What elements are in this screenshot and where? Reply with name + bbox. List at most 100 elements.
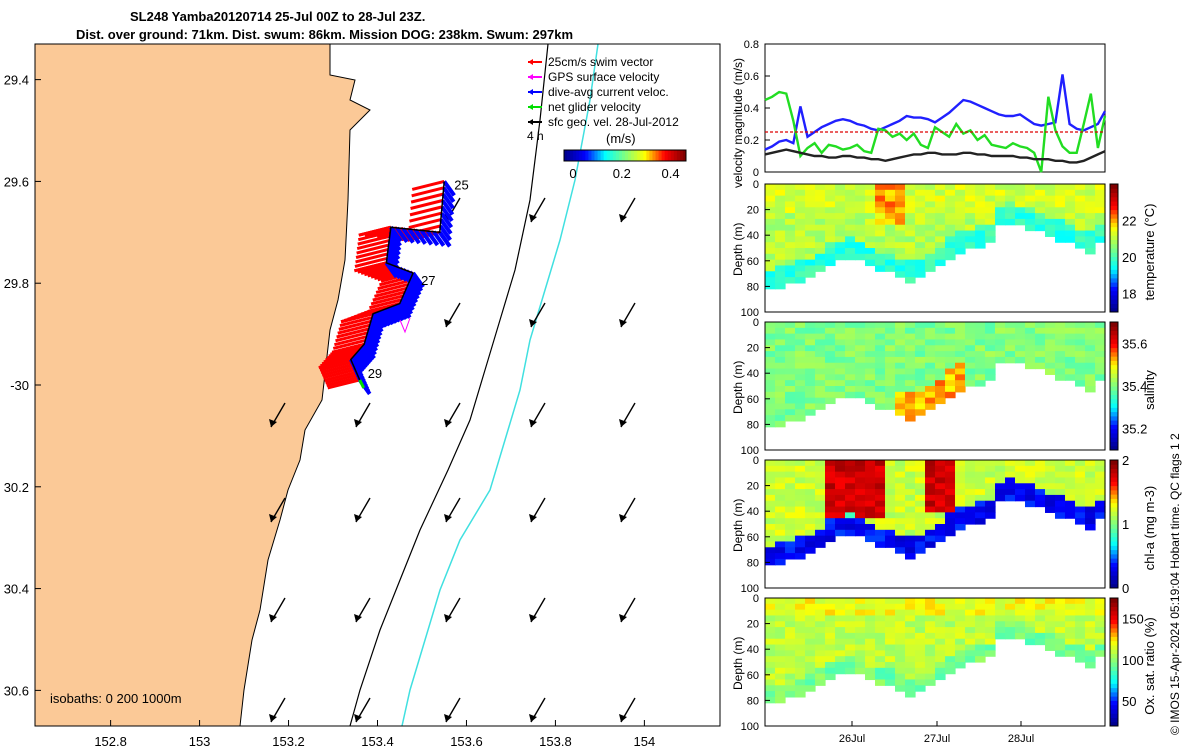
current-vector <box>408 279 422 296</box>
section-cell <box>985 471 996 479</box>
section-cell <box>925 345 936 352</box>
section-cell <box>955 248 966 255</box>
section-cell <box>1085 351 1096 358</box>
section-cell <box>795 489 806 496</box>
section-cell <box>985 460 996 467</box>
section-cell <box>1015 603 1026 611</box>
section-cell <box>795 201 806 208</box>
section-cell <box>885 650 896 657</box>
section-cell <box>815 662 826 669</box>
section-y-tick-label: 20 <box>747 343 759 355</box>
section-cell <box>965 627 976 634</box>
section-cell <box>885 603 896 611</box>
section-cell <box>1085 236 1096 243</box>
section-colorbar-tick-label: 18 <box>1122 287 1136 302</box>
colorbar-cell <box>649 150 653 161</box>
section-cell <box>965 609 976 617</box>
section-cell <box>865 621 876 628</box>
section-cell <box>925 248 936 255</box>
current-vector <box>398 302 412 319</box>
section-cell <box>965 339 976 346</box>
section-cell <box>765 679 776 686</box>
section-cell <box>855 327 866 335</box>
section-cell <box>815 230 826 237</box>
section-cell <box>765 621 776 628</box>
section-cell <box>1025 333 1036 341</box>
section-cell <box>865 189 876 197</box>
section-cell <box>845 615 856 622</box>
section-cell <box>1065 218 1076 226</box>
section-cell <box>995 632 1006 640</box>
section-cell <box>895 656 906 663</box>
section-cell <box>875 627 886 634</box>
section-cell <box>1095 506 1106 513</box>
section-cell <box>1045 489 1056 496</box>
section-cell <box>825 512 836 519</box>
section-cell <box>925 644 936 651</box>
section-cell <box>775 277 786 284</box>
section-cell <box>905 500 916 508</box>
section-cell <box>1075 650 1086 657</box>
section-cell <box>825 471 836 479</box>
section-colorbar-cell <box>1110 252 1118 258</box>
section-cell <box>835 494 846 502</box>
section-cell <box>945 189 956 197</box>
section-cell <box>935 345 946 352</box>
section-cell <box>775 253 786 261</box>
section-cell <box>985 195 996 203</box>
section-colorbar-cell <box>1110 653 1118 659</box>
section-cell <box>815 512 826 519</box>
section-cell <box>795 213 806 220</box>
section-cell <box>835 218 846 226</box>
section-cell <box>765 380 776 387</box>
legend-label: net glider velocity <box>548 100 641 114</box>
section-cell <box>955 609 966 617</box>
section-colorbar-cell <box>1110 575 1118 580</box>
section-cell <box>985 345 996 352</box>
colorbar-cell <box>661 150 666 161</box>
section-colorbar-frame <box>1109 597 1119 727</box>
section-cell <box>965 644 976 651</box>
section-cell <box>805 662 816 669</box>
colorbar-cell <box>625 150 629 161</box>
section-cell <box>865 524 876 531</box>
section-cell <box>765 685 776 692</box>
section-cell <box>925 506 936 513</box>
section-cell <box>765 224 776 232</box>
section-cell <box>885 638 896 646</box>
section-cell <box>975 494 986 502</box>
section-cell <box>945 524 956 531</box>
section-cell <box>1075 236 1086 243</box>
section-cell <box>975 327 986 335</box>
section-cell <box>775 494 786 502</box>
section-cell <box>1065 201 1076 208</box>
section-cell <box>955 189 966 197</box>
section-cell <box>785 471 796 479</box>
colorbar-tick-label: 0.4 <box>662 166 680 181</box>
section-cell <box>765 351 776 358</box>
current-vector <box>362 343 376 360</box>
section-cell <box>1075 494 1086 502</box>
section-cell <box>795 397 806 405</box>
section-cell <box>835 242 846 249</box>
section-cell <box>775 259 786 267</box>
section-y-tick-label: 100 <box>741 721 759 733</box>
section-cell <box>1075 512 1086 519</box>
section-cell <box>985 351 996 358</box>
section-colorbar-label: Ox. sat. ratio (%) <box>1142 617 1157 715</box>
section-cell <box>1085 609 1096 617</box>
section-cell <box>795 207 806 214</box>
section-cell <box>765 598 776 605</box>
section-cell <box>975 650 986 657</box>
section-cell <box>955 345 966 352</box>
section-cell <box>875 265 886 272</box>
section-colorbar-cell <box>1110 256 1118 262</box>
map-x-tick-label: 153.8 <box>539 734 572 749</box>
section-cell <box>775 195 786 203</box>
section-cell <box>1095 615 1106 622</box>
section-cell <box>905 506 916 513</box>
section-cell <box>875 195 886 203</box>
current-vector <box>432 230 446 247</box>
section-cell <box>925 207 936 214</box>
section-cell <box>925 524 936 531</box>
